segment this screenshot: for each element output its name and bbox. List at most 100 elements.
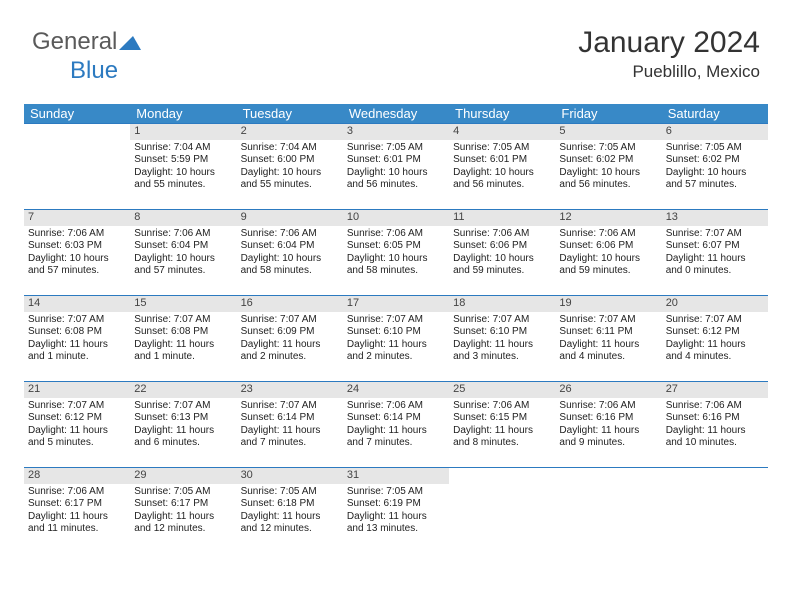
daylight-label: Daylight: 11 hours and 6 minutes. (134, 425, 232, 450)
day-number: 18 (449, 296, 555, 312)
day-cell: 23Sunrise: 7:07 AMSunset: 6:14 PMDayligh… (237, 382, 343, 467)
day-cell: 19Sunrise: 7:07 AMSunset: 6:11 PMDayligh… (555, 296, 661, 381)
sunset-label: Sunset: 6:08 PM (28, 326, 126, 339)
day-cell: 28Sunrise: 7:06 AMSunset: 6:17 PMDayligh… (24, 468, 130, 553)
brand-part2: Blue (32, 57, 118, 84)
day-cell: 30Sunrise: 7:05 AMSunset: 6:18 PMDayligh… (237, 468, 343, 553)
daylight-label: Daylight: 11 hours and 12 minutes. (241, 511, 339, 536)
dow-monday: Monday (130, 104, 236, 123)
day-number: 26 (555, 382, 661, 398)
day-cell: 25Sunrise: 7:06 AMSunset: 6:15 PMDayligh… (449, 382, 555, 467)
day-cell: 11Sunrise: 7:06 AMSunset: 6:06 PMDayligh… (449, 210, 555, 295)
sunrise-label: Sunrise: 7:06 AM (666, 400, 764, 413)
day-number: 17 (343, 296, 449, 312)
week-row: 21Sunrise: 7:07 AMSunset: 6:12 PMDayligh… (24, 381, 768, 467)
day-number: 11 (449, 210, 555, 226)
brand-part1: General (32, 28, 117, 55)
day-cell: 27Sunrise: 7:06 AMSunset: 6:16 PMDayligh… (662, 382, 768, 467)
daylight-label: Daylight: 10 hours and 56 minutes. (347, 167, 445, 192)
day-number: 14 (24, 296, 130, 312)
sunset-label: Sunset: 6:08 PM (134, 326, 232, 339)
day-text: Sunrise: 7:07 AMSunset: 6:14 PMDaylight:… (237, 398, 343, 454)
sunset-label: Sunset: 6:04 PM (241, 240, 339, 253)
sunset-label: Sunset: 6:02 PM (559, 154, 657, 167)
day-text: Sunrise: 7:05 AMSunset: 6:02 PMDaylight:… (555, 140, 661, 196)
day-cell (449, 468, 555, 553)
day-number: 5 (555, 124, 661, 140)
day-number: 23 (237, 382, 343, 398)
day-number: 13 (662, 210, 768, 226)
day-number: 10 (343, 210, 449, 226)
sunrise-label: Sunrise: 7:04 AM (241, 142, 339, 155)
day-text: Sunrise: 7:06 AMSunset: 6:15 PMDaylight:… (449, 398, 555, 454)
day-cell: 7Sunrise: 7:06 AMSunset: 6:03 PMDaylight… (24, 210, 130, 295)
day-text: Sunrise: 7:07 AMSunset: 6:10 PMDaylight:… (343, 312, 449, 368)
daylight-label: Daylight: 11 hours and 8 minutes. (453, 425, 551, 450)
day-number: 31 (343, 468, 449, 484)
day-cell: 8Sunrise: 7:06 AMSunset: 6:04 PMDaylight… (130, 210, 236, 295)
dow-saturday: Saturday (662, 104, 768, 123)
day-number: 27 (662, 382, 768, 398)
day-text: Sunrise: 7:07 AMSunset: 6:08 PMDaylight:… (130, 312, 236, 368)
sunset-label: Sunset: 6:18 PM (241, 498, 339, 511)
daylight-label: Daylight: 10 hours and 59 minutes. (453, 253, 551, 278)
dow-sunday: Sunday (24, 104, 130, 123)
day-cell: 22Sunrise: 7:07 AMSunset: 6:13 PMDayligh… (130, 382, 236, 467)
daylight-label: Daylight: 10 hours and 55 minutes. (241, 167, 339, 192)
daylight-label: Daylight: 10 hours and 59 minutes. (559, 253, 657, 278)
day-text: Sunrise: 7:06 AMSunset: 6:03 PMDaylight:… (24, 226, 130, 282)
sunrise-label: Sunrise: 7:06 AM (453, 228, 551, 241)
sunrise-label: Sunrise: 7:06 AM (241, 228, 339, 241)
day-cell: 15Sunrise: 7:07 AMSunset: 6:08 PMDayligh… (130, 296, 236, 381)
month-title: January 2024 (578, 26, 760, 60)
sunrise-label: Sunrise: 7:05 AM (241, 486, 339, 499)
day-cell: 10Sunrise: 7:06 AMSunset: 6:05 PMDayligh… (343, 210, 449, 295)
day-text: Sunrise: 7:07 AMSunset: 6:12 PMDaylight:… (24, 398, 130, 454)
week-row: 7Sunrise: 7:06 AMSunset: 6:03 PMDaylight… (24, 209, 768, 295)
daylight-label: Daylight: 11 hours and 3 minutes. (453, 339, 551, 364)
day-text: Sunrise: 7:05 AMSunset: 6:01 PMDaylight:… (343, 140, 449, 196)
sunset-label: Sunset: 6:12 PM (28, 412, 126, 425)
daylight-label: Daylight: 11 hours and 11 minutes. (28, 511, 126, 536)
sunset-label: Sunset: 6:06 PM (559, 240, 657, 253)
sunset-label: Sunset: 6:07 PM (666, 240, 764, 253)
day-cell: 6Sunrise: 7:05 AMSunset: 6:02 PMDaylight… (662, 124, 768, 209)
sunrise-label: Sunrise: 7:07 AM (28, 400, 126, 413)
daylight-label: Daylight: 11 hours and 1 minute. (134, 339, 232, 364)
sunrise-label: Sunrise: 7:07 AM (666, 228, 764, 241)
sunrise-label: Sunrise: 7:05 AM (347, 142, 445, 155)
sunrise-label: Sunrise: 7:06 AM (347, 400, 445, 413)
daylight-label: Daylight: 11 hours and 7 minutes. (241, 425, 339, 450)
dow-friday: Friday (555, 104, 661, 123)
sunrise-label: Sunrise: 7:06 AM (559, 228, 657, 241)
sunrise-label: Sunrise: 7:06 AM (28, 228, 126, 241)
sunrise-label: Sunrise: 7:06 AM (347, 228, 445, 241)
day-number: 22 (130, 382, 236, 398)
day-number: 30 (237, 468, 343, 484)
day-cell: 20Sunrise: 7:07 AMSunset: 6:12 PMDayligh… (662, 296, 768, 381)
day-text: Sunrise: 7:06 AMSunset: 6:16 PMDaylight:… (555, 398, 661, 454)
day-cell (662, 468, 768, 553)
sunset-label: Sunset: 6:19 PM (347, 498, 445, 511)
calendar: Sunday Monday Tuesday Wednesday Thursday… (24, 104, 768, 553)
day-cell: 1Sunrise: 7:04 AMSunset: 5:59 PMDaylight… (130, 124, 236, 209)
day-text: Sunrise: 7:05 AMSunset: 6:18 PMDaylight:… (237, 484, 343, 540)
daylight-label: Daylight: 10 hours and 57 minutes. (28, 253, 126, 278)
sunrise-label: Sunrise: 7:05 AM (453, 142, 551, 155)
day-text: Sunrise: 7:05 AMSunset: 6:01 PMDaylight:… (449, 140, 555, 196)
day-text: Sunrise: 7:07 AMSunset: 6:08 PMDaylight:… (24, 312, 130, 368)
day-number: 16 (237, 296, 343, 312)
sunset-label: Sunset: 6:01 PM (347, 154, 445, 167)
day-number: 28 (24, 468, 130, 484)
sunset-label: Sunset: 6:12 PM (666, 326, 764, 339)
day-text: Sunrise: 7:07 AMSunset: 6:10 PMDaylight:… (449, 312, 555, 368)
sunrise-label: Sunrise: 7:07 AM (347, 314, 445, 327)
day-cell: 16Sunrise: 7:07 AMSunset: 6:09 PMDayligh… (237, 296, 343, 381)
day-text: Sunrise: 7:06 AMSunset: 6:06 PMDaylight:… (555, 226, 661, 282)
sunrise-label: Sunrise: 7:06 AM (28, 486, 126, 499)
week-row: 28Sunrise: 7:06 AMSunset: 6:17 PMDayligh… (24, 467, 768, 553)
sunset-label: Sunset: 6:11 PM (559, 326, 657, 339)
dow-header-row: Sunday Monday Tuesday Wednesday Thursday… (24, 104, 768, 123)
day-number: 25 (449, 382, 555, 398)
day-text: Sunrise: 7:06 AMSunset: 6:16 PMDaylight:… (662, 398, 768, 454)
